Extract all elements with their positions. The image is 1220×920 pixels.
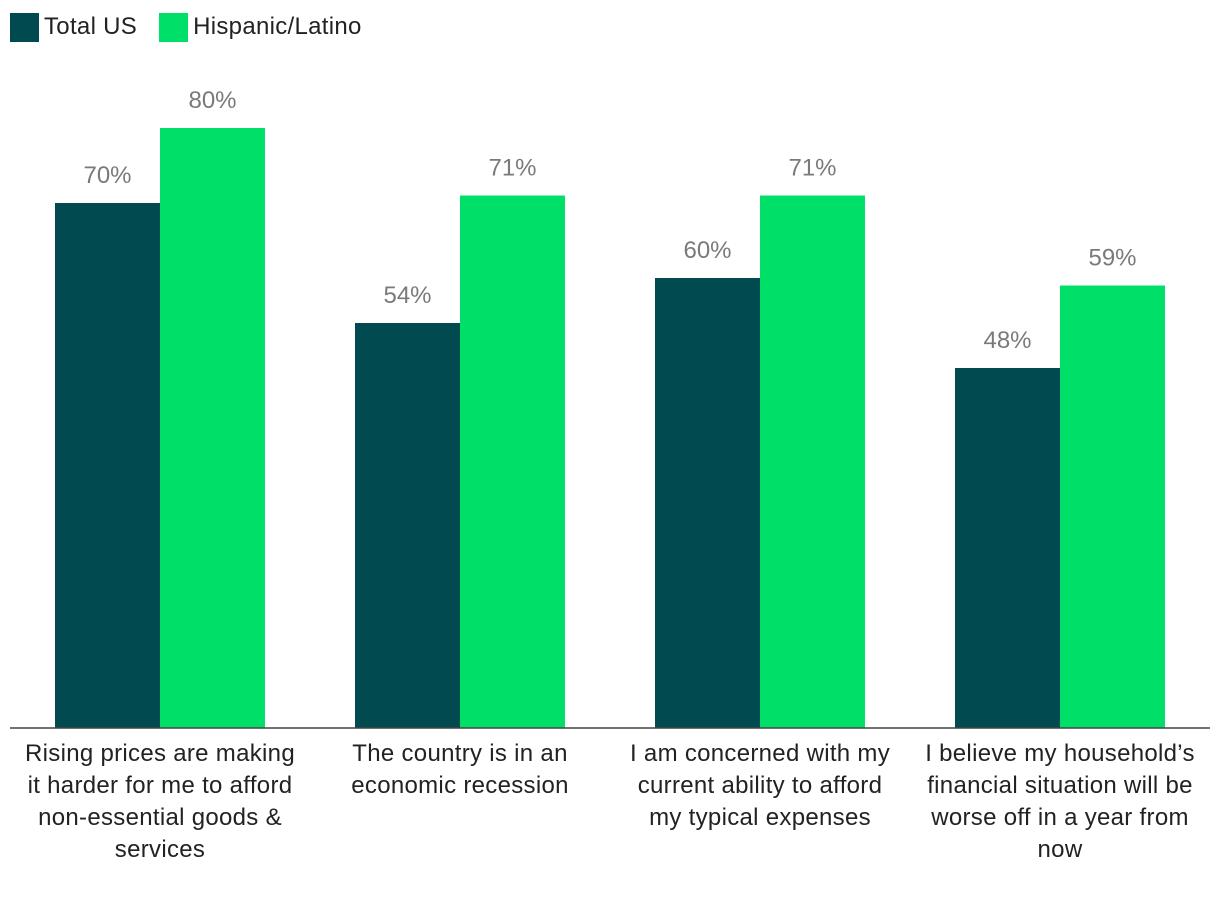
category-label-1: Rising prices are making it harder for m…: [25, 740, 295, 863]
value-label-total-us-2: 54%: [383, 282, 431, 309]
value-label-hispanic-latino-3: 71%: [788, 155, 836, 182]
value-label-total-us-1: 70%: [83, 162, 131, 189]
bar-total-us-4: [955, 368, 1060, 728]
value-label-hispanic-latino-1: 80%: [188, 87, 236, 114]
bar-hispanic-latino-3: [760, 195, 865, 728]
value-label-hispanic-latino-2: 71%: [488, 155, 536, 182]
bars-group: [55, 128, 1165, 728]
bar-total-us-3: [655, 278, 760, 728]
bar-hispanic-latino-4: [1060, 285, 1165, 728]
value-label-total-us-3: 60%: [683, 237, 731, 264]
legend-item-hispanic-latino: Hispanic/Latino: [159, 12, 362, 42]
bar-total-us-2: [355, 323, 460, 728]
bar-total-us-1: [55, 203, 160, 728]
legend-swatch-total-us: [10, 12, 39, 42]
category-label-4: I believe my household’s financial situa…: [925, 740, 1195, 863]
value-labels-group: 70% 80% 54% 71% 60% 71% 48% 59%: [83, 87, 1136, 354]
legend-item-total-us: Total US: [10, 12, 138, 42]
category-label-2: The country is in an economic recession: [351, 740, 569, 799]
legend-label-hispanic-latino: Hispanic/Latino: [193, 13, 362, 40]
bar-hispanic-latino-2: [460, 195, 565, 728]
bar-hispanic-latino-1: [160, 128, 265, 728]
value-label-hispanic-latino-4: 59%: [1088, 245, 1136, 272]
value-label-total-us-4: 48%: [983, 327, 1031, 354]
chart-legend: Total US Hispanic/Latino: [10, 10, 384, 44]
legend-label-total-us: Total US: [44, 13, 138, 40]
legend-swatch-hispanic-latino: [159, 12, 189, 42]
category-label-3: I am concerned with my current ability t…: [629, 740, 891, 831]
